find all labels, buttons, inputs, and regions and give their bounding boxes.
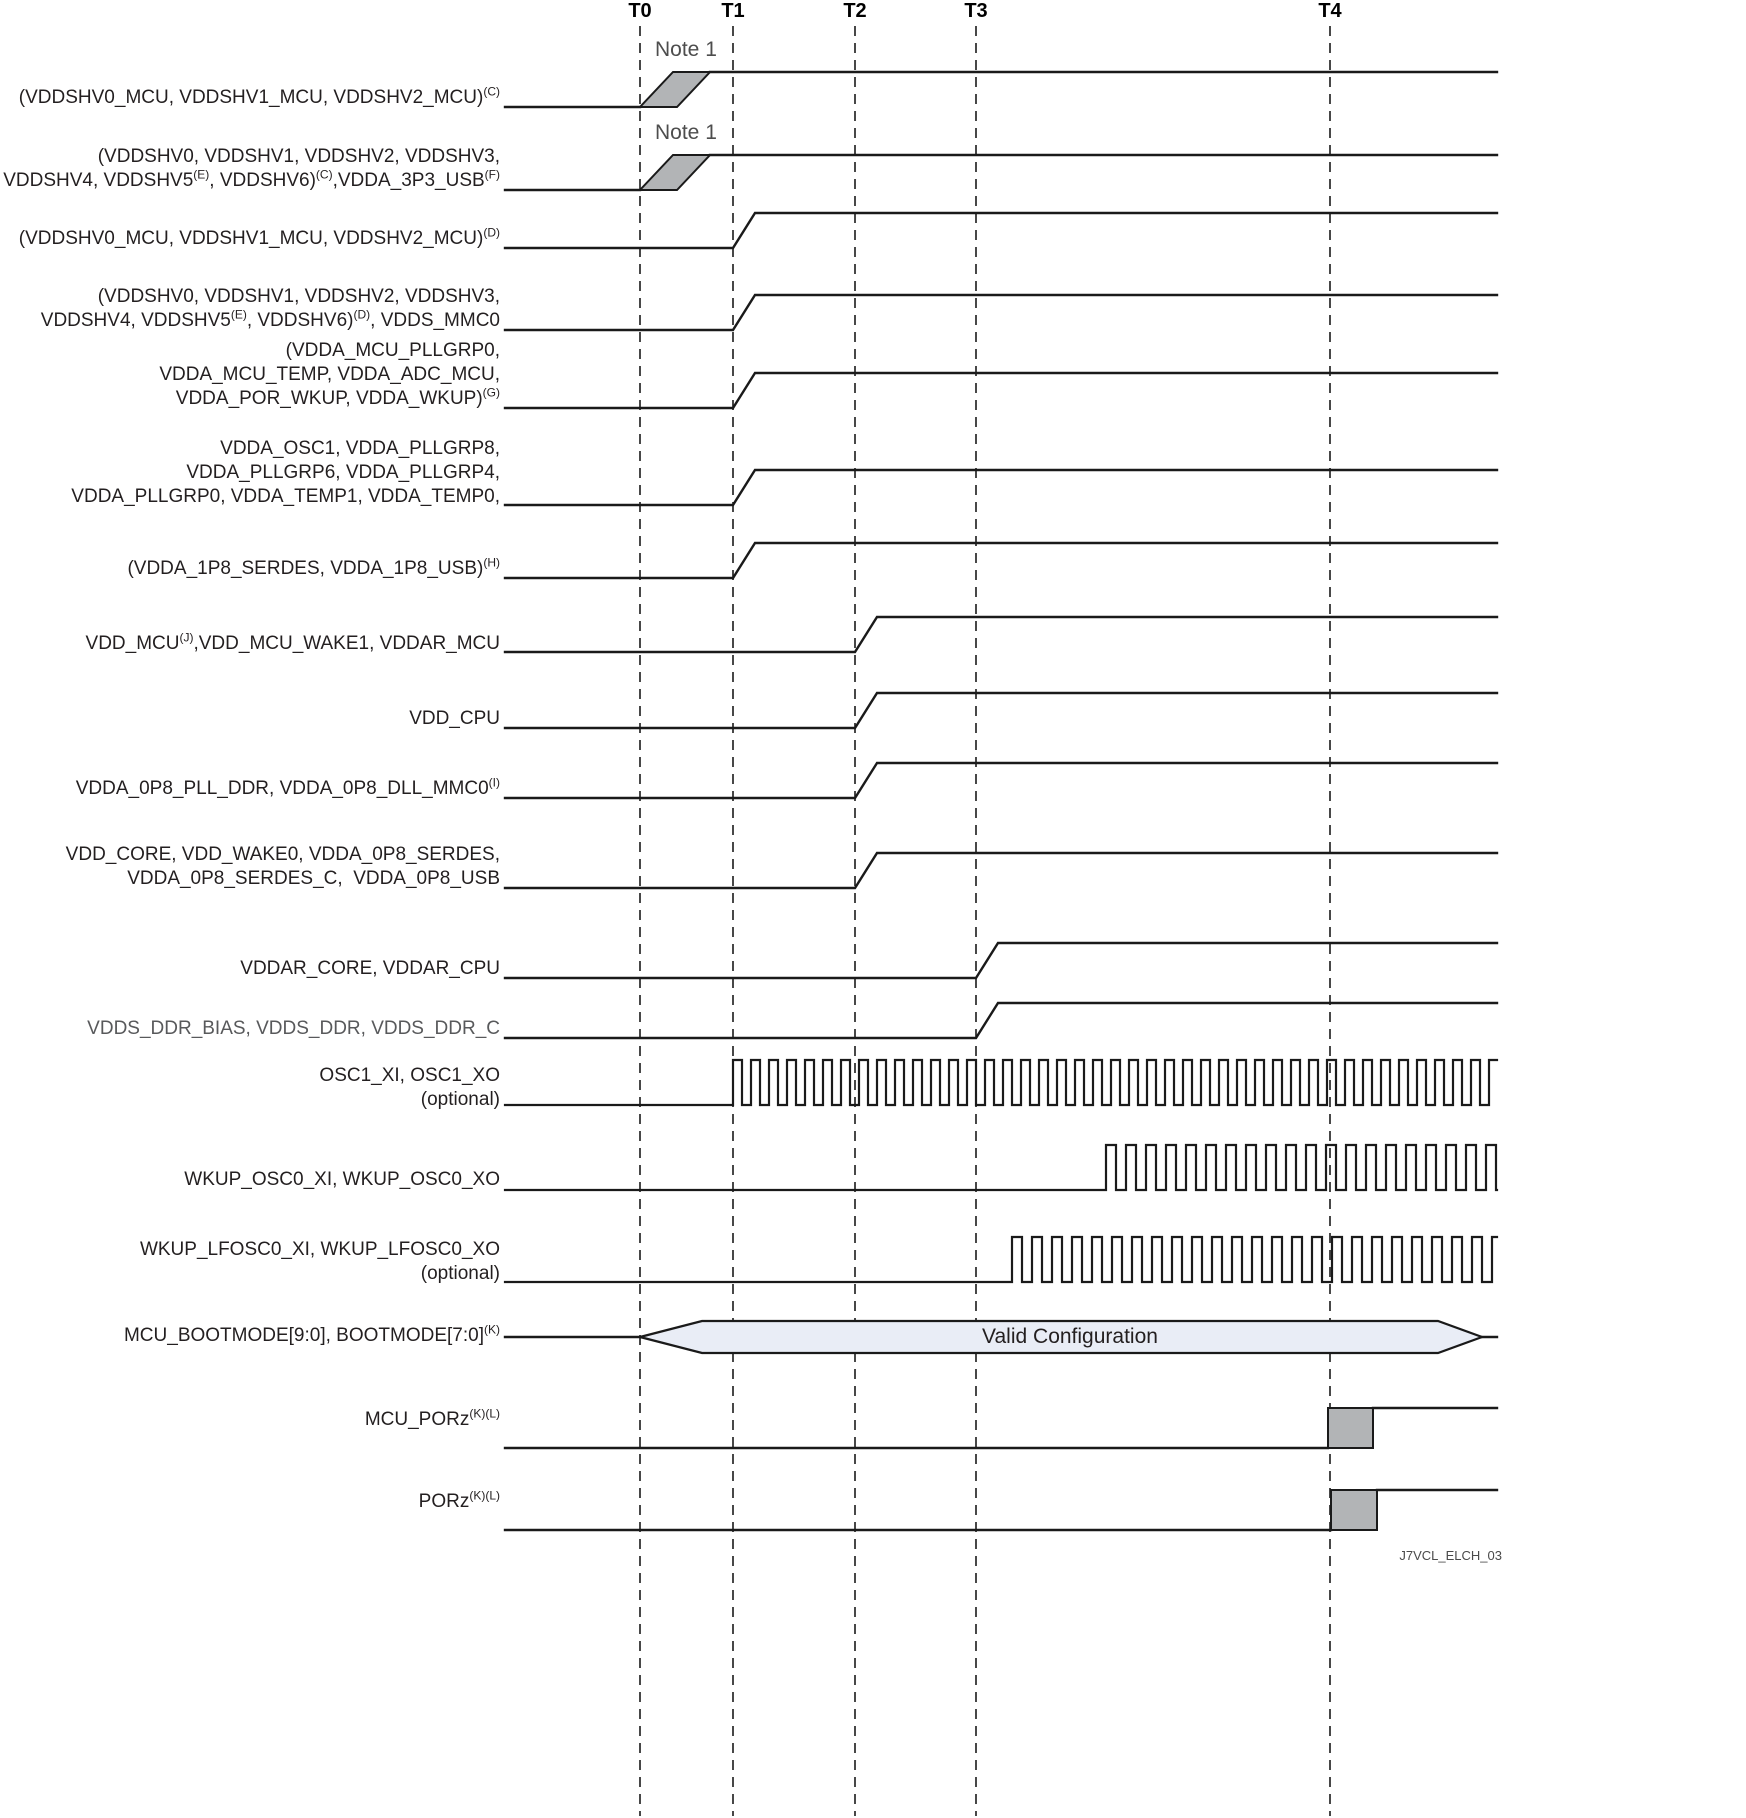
signal-wave-vdda-0p8-pll <box>503 761 1499 800</box>
time-marker-label-T1: T1 <box>721 0 745 22</box>
signal-label-vddshv-mcu: (VDDSHV0_MCU, VDDSHV1_MCU, VDDSHV2_MCU)(… <box>18 225 500 249</box>
signal-wave-vdda-mcu-analog <box>503 371 1499 410</box>
indeterminate-release-region-mcu-porz <box>1327 1407 1374 1449</box>
signal-label-vdda-mcu-analog: (VDDA_MCU_PLLGRP0, VDDA_MCU_TEMP, VDDA_AD… <box>159 340 500 409</box>
time-marker-label-T0: T0 <box>628 0 652 22</box>
signal-wave-vdd-cpu <box>503 691 1499 730</box>
signal-wave-vddshv-main-mmc0 <box>503 293 1499 332</box>
signal-label-vdd-cpu: VDD_CPU <box>409 708 500 729</box>
signal-wave-vddar-core-cpu <box>503 941 1499 980</box>
signal-wave-osc1-clock <box>503 1058 1499 1107</box>
time-marker-label-T2: T2 <box>843 0 867 22</box>
bus-valid-label: Valid Configuration <box>982 1325 1158 1348</box>
time-marker-label-T4: T4 <box>1318 0 1342 22</box>
figure-id-watermark: J7VCL_ELCH_03 <box>1399 1548 1502 1563</box>
signal-wave-wkup-osc0-clock <box>503 1143 1499 1192</box>
indeterminate-ramp-region-vddshv-mcu-preramp <box>637 71 713 108</box>
signal-label-vdds-ddr: VDDS_DDR_BIAS, VDDS_DDR, VDDS_DDR_C <box>87 1018 500 1039</box>
signal-label-vddar-core-cpu: VDDAR_CORE, VDDAR_CPU <box>240 958 500 979</box>
signal-label-vddshv-main-mmc0: (VDDSHV0, VDDSHV1, VDDSHV2, VDDSHV3, VDDS… <box>40 286 500 331</box>
signal-label-vdda-pll-temp: VDDA_OSC1, VDDA_PLLGRP8, VDDA_PLLGRP6, VD… <box>71 438 500 507</box>
signal-label-mcu-porz: MCU_PORz(K)(L) <box>364 1406 500 1430</box>
signal-wave-vddshv-mcu <box>503 211 1499 250</box>
indeterminate-release-region-porz <box>1330 1489 1378 1531</box>
signal-label-wkup-lfosc0-clock: WKUP_LFOSC0_XI, WKUP_LFOSC0_XO (optional) <box>139 1239 500 1284</box>
signal-wave-vdd-core <box>503 851 1499 890</box>
signal-label-bootmode-bus: MCU_BOOTMODE[9:0], BOOTMODE[7:0](K) <box>123 1322 500 1346</box>
signal-wave-vdda-pll-temp <box>503 468 1499 507</box>
signal-label-wkup-osc0-clock: WKUP_OSC0_XI, WKUP_OSC0_XO <box>184 1169 500 1190</box>
note1-annotation-vddshv-mcu-preramp: Note 1 <box>655 38 717 61</box>
signal-wave-wkup-lfosc0-clock <box>503 1235 1499 1284</box>
note1-annotation-vddshv-main-preramp: Note 1 <box>655 121 717 144</box>
signal-label-vdd-core: VDD_CORE, VDD_WAKE0, VDDA_0P8_SERDES, VDD… <box>65 844 500 889</box>
signal-wave-vdd-mcu <box>503 615 1499 654</box>
signal-label-osc1-clock: OSC1_XI, OSC1_XO (optional) <box>319 1065 500 1110</box>
signal-wave-vdda-1p8 <box>503 541 1499 580</box>
signal-label-porz: PORz(K)(L) <box>418 1488 500 1512</box>
signal-label-vddshv-mcu-preramp: (VDDSHV0_MCU, VDDSHV1_MCU, VDDSHV2_MCU)(… <box>18 84 500 108</box>
time-marker-label-T3: T3 <box>964 0 988 22</box>
indeterminate-ramp-region-vddshv-main-preramp <box>637 154 713 191</box>
signal-label-vdda-1p8: (VDDA_1P8_SERDES, VDDA_1P8_USB)(H) <box>127 555 500 579</box>
signal-label-vdda-0p8-pll: VDDA_0P8_PLL_DDR, VDDA_0P8_DLL_MMC0(I) <box>75 775 500 799</box>
signal-wave-vdds-ddr <box>503 1001 1499 1040</box>
signal-label-vddshv-main-preramp: (VDDSHV0, VDDSHV1, VDDSHV2, VDDSHV3, VDDS… <box>3 146 500 191</box>
signal-label-vdd-mcu: VDD_MCU(J),VDD_MCU_WAKE1, VDDAR_MCU <box>85 630 500 654</box>
